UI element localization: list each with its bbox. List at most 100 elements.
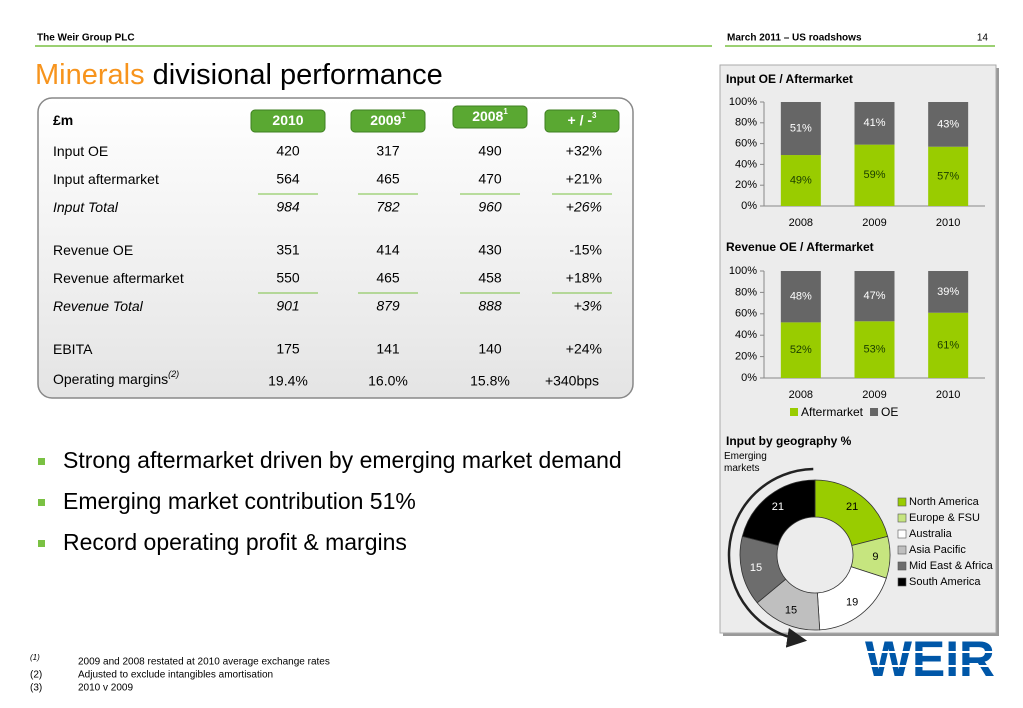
legend-label: Asia Pacific [909, 544, 966, 556]
title-rest: divisional performance [153, 59, 443, 91]
donut-slice [741, 479, 816, 547]
bar-segment [854, 102, 895, 145]
cell: 490 [478, 143, 502, 159]
legend-swatch [897, 529, 907, 539]
y-tick-label: 60% [735, 308, 757, 320]
header-text: 2008 [472, 108, 503, 124]
cell: -15% [569, 242, 602, 258]
cell: +18% [566, 270, 602, 286]
row-label-text: Operating margins [53, 371, 168, 387]
chart-title: Revenue OE / Aftermarket [726, 240, 874, 254]
logo: WEIR [862, 631, 998, 687]
cell: 16.0% [368, 373, 408, 389]
legend-swatch [897, 513, 907, 523]
row-label: Revenue aftermarket [53, 270, 184, 286]
header-text: 2009 [370, 112, 401, 128]
value-label: 49% [790, 174, 812, 186]
y-tick-label: 40% [735, 158, 757, 170]
x-tick-label: 2009 [862, 389, 886, 401]
value-label: 52% [790, 344, 812, 356]
cell: 960 [478, 199, 502, 215]
footnote: 2009 and 2008 restated at 2010 average e… [78, 657, 330, 668]
cell: 430 [478, 242, 502, 258]
bullet: Emerging market contribution 51% [63, 488, 416, 514]
slice-label: 15 [750, 562, 762, 574]
value-label: 53% [863, 344, 885, 356]
footnote-mark: (2) [30, 670, 42, 681]
slice-label: 15 [785, 604, 797, 616]
cell: 465 [376, 270, 400, 286]
bar-segment [928, 271, 969, 313]
row-label: Revenue OE [53, 242, 133, 258]
row-label: EBITA [53, 341, 93, 357]
cell: 420 [276, 143, 300, 159]
row-label: Input aftermarket [53, 171, 159, 187]
footnote: Adjusted to exclude intangibles amortisa… [78, 670, 273, 681]
legend-swatch [897, 497, 907, 507]
footnote-mark: (3) [30, 683, 42, 694]
cell: +340bps [545, 373, 599, 389]
column-header: 20091 [370, 111, 406, 128]
legend-swatch [790, 408, 798, 416]
emerging-arrow [727, 467, 814, 648]
bullet-square [38, 499, 45, 506]
cell: 140 [478, 341, 502, 357]
bar-segment [928, 102, 969, 147]
bar-segment [780, 155, 821, 206]
cell: 465 [376, 171, 400, 187]
footnote: 2010 v 2009 [78, 683, 133, 694]
cell: +26% [566, 199, 602, 215]
bar-segment [854, 321, 895, 378]
header-sup: 1 [503, 107, 508, 116]
slice-label: 19 [846, 597, 858, 609]
page-number: 14 [977, 33, 989, 44]
header-sup: 1 [401, 111, 406, 120]
chart-title: Input OE / Aftermarket [726, 72, 853, 86]
value-label: 59% [863, 169, 885, 181]
header-text: 2010 [272, 112, 303, 128]
cell: 901 [276, 298, 299, 314]
y-tick-label: 100% [729, 96, 757, 108]
legend-label: Australia [909, 528, 953, 540]
bullet-square [38, 540, 45, 547]
header-pill [452, 105, 528, 129]
row-label: Operating margins(2) [53, 369, 179, 386]
value-label: 61% [937, 339, 959, 351]
y-tick-label: 0% [741, 200, 757, 212]
row-label-text: EBITA [53, 341, 93, 357]
legend-swatch [897, 561, 907, 571]
header-pill [544, 109, 620, 133]
row-label-text: Input aftermarket [53, 171, 159, 187]
legend-label: Mid East & Africa [909, 560, 994, 572]
y-tick-label: 0% [741, 372, 757, 384]
header-text: £m [53, 112, 73, 128]
cell: +32% [566, 143, 602, 159]
row-label: Revenue Total [53, 298, 144, 314]
bar-segment [780, 322, 821, 378]
company: The Weir Group PLC [37, 33, 135, 44]
value-label: 57% [937, 170, 959, 182]
x-tick-label: 2010 [936, 389, 960, 401]
cell: 19.4% [268, 373, 308, 389]
cell: 175 [276, 341, 300, 357]
value-label: 43% [937, 118, 959, 130]
cell: 15.8% [470, 373, 510, 389]
y-tick-label: 40% [735, 329, 757, 341]
row-label-sup: (2) [168, 369, 179, 379]
value-label: 51% [790, 122, 812, 134]
value-label: 48% [790, 291, 812, 303]
column-header: + / -3 [568, 111, 598, 128]
bar-segment [928, 146, 969, 206]
row-label: Input OE [53, 143, 108, 159]
y-tick-label: 20% [735, 351, 757, 363]
legend-swatch [897, 545, 907, 555]
slide-title: Minerals divisional performance [35, 59, 443, 91]
bar-segment [928, 312, 969, 378]
cell: 564 [276, 171, 300, 187]
legend-label: North America [909, 496, 980, 508]
legend-label: Europe & FSU [909, 512, 980, 524]
bar-segment [780, 271, 821, 323]
cell: 879 [376, 298, 400, 314]
event: March 2011 – US roadshows [727, 33, 862, 44]
